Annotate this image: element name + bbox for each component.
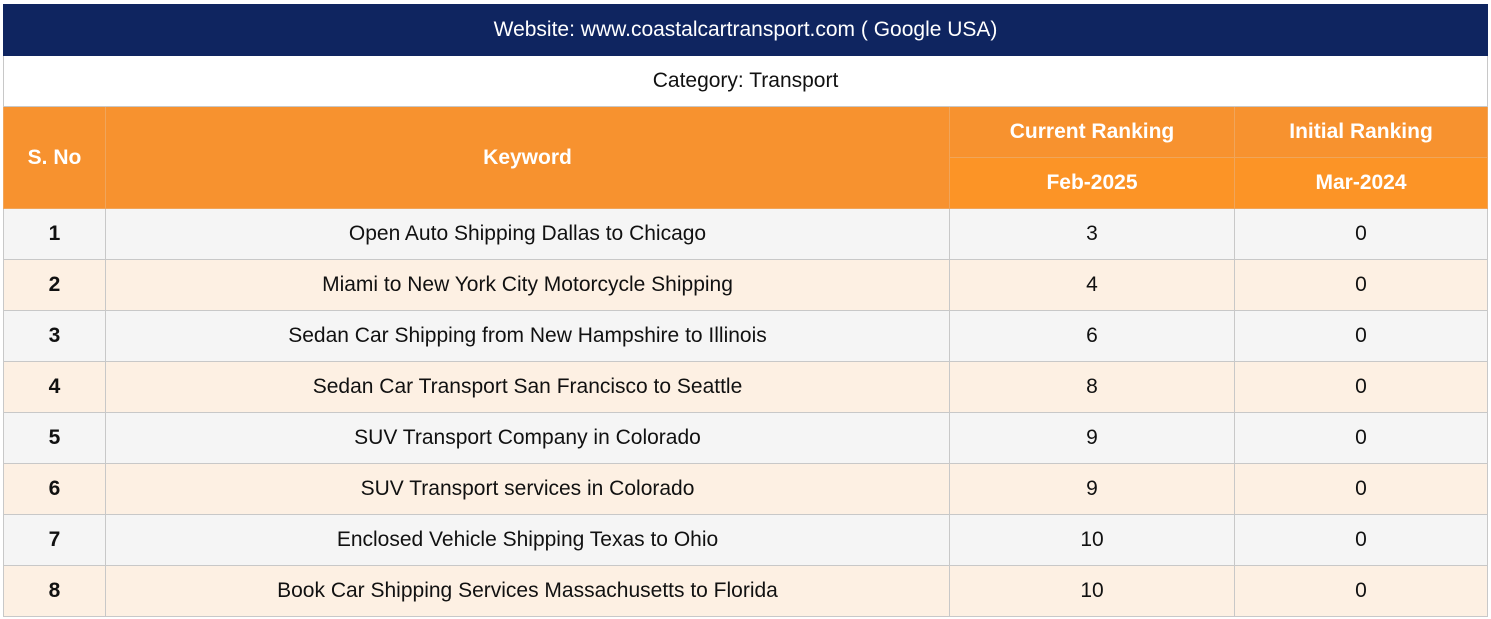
current-ranking-cell: 10	[949, 565, 1235, 617]
current-ranking-cell: 8	[949, 361, 1235, 413]
table-row: 1 Open Auto Shipping Dallas to Chicago 3 0	[3, 208, 1489, 260]
current-ranking-cell: 4	[949, 259, 1235, 311]
current-ranking-cell: 6	[949, 310, 1235, 362]
table-row: 3 Sedan Car Shipping from New Hampshire t…	[3, 310, 1489, 362]
initial-date-header: Mar-2024	[1233, 157, 1489, 209]
keyword-cell: Open Auto Shipping Dallas to Chicago	[105, 208, 950, 260]
sno-cell: 2	[3, 259, 106, 311]
initial-ranking-header: Initial Ranking	[1233, 106, 1489, 158]
keyword-cell: Sedan Car Transport San Francisco to Sea…	[105, 361, 950, 413]
table-row: 2 Miami to New York City Motorcycle Shipp…	[3, 259, 1489, 311]
title-row: Website: www.coastalcartransport.com ( G…	[2, 4, 1489, 56]
table-row: 6 SUV Transport services in Colorado 9 0	[3, 463, 1489, 515]
sno-cell: 3	[3, 310, 106, 362]
sno-header: S. No	[3, 106, 106, 209]
table-row: 5 SUV Transport Company in Colorado 9 0	[3, 412, 1489, 464]
keyword-cell: Sedan Car Shipping from New Hampshire to…	[105, 310, 950, 362]
sno-cell: 4	[3, 361, 106, 413]
initial-ranking-cell: 0	[1233, 259, 1489, 311]
keyword-cell: SUV Transport services in Colorado	[105, 463, 950, 515]
sno-cell: 6	[3, 463, 106, 515]
keyword-cell: SUV Transport Company in Colorado	[105, 412, 950, 464]
keyword-cell: Miami to New York City Motorcycle Shippi…	[105, 259, 950, 311]
sno-cell: 1	[3, 208, 106, 260]
initial-ranking-cell: 0	[1233, 361, 1489, 413]
current-date-header: Feb-2025	[949, 157, 1235, 209]
header-date-row: Feb-2025 Mar-2024	[4, 157, 1489, 209]
current-ranking-cell: 9	[949, 412, 1235, 464]
sno-cell: 7	[3, 514, 106, 566]
current-ranking-cell: 3	[949, 208, 1235, 260]
current-ranking-cell: 9	[949, 463, 1235, 515]
ranking-report: Website: www.coastalcartransport.com ( G…	[2, 4, 1489, 617]
header-row: S. No Keyword Current Ranking Initial Ra…	[3, 106, 1489, 209]
current-ranking-cell: 10	[949, 514, 1235, 566]
initial-ranking-cell: 0	[1233, 463, 1489, 515]
initial-ranking-cell: 0	[1233, 565, 1489, 617]
sno-cell: 8	[3, 565, 106, 617]
initial-ranking-cell: 0	[1233, 310, 1489, 362]
initial-ranking-cell: 0	[1233, 514, 1489, 566]
keyword-cell: Book Car Shipping Services Massachusetts…	[105, 565, 950, 617]
current-ranking-header: Current Ranking	[949, 106, 1235, 158]
table-row: 4 Sedan Car Transport San Francisco to Se…	[3, 361, 1489, 413]
keyword-cell: Enclosed Vehicle Shipping Texas to Ohio	[105, 514, 950, 566]
table-row: 8 Book Car Shipping Services Massachusett…	[3, 565, 1489, 617]
initial-ranking-cell: 0	[1233, 208, 1489, 260]
ranking-table: Website: www.coastalcartransport.com ( G…	[2, 4, 1489, 617]
table-row: 7 Enclosed Vehicle Shipping Texas to Ohio…	[3, 514, 1489, 566]
category-row: Category: Transport	[2, 55, 1489, 107]
initial-ranking-cell: 0	[1233, 412, 1489, 464]
category-label: Category: Transport	[2, 55, 1489, 107]
sno-cell: 5	[3, 412, 106, 464]
report-title: Website: www.coastalcartransport.com ( G…	[2, 4, 1489, 56]
keyword-header: Keyword	[105, 106, 950, 209]
